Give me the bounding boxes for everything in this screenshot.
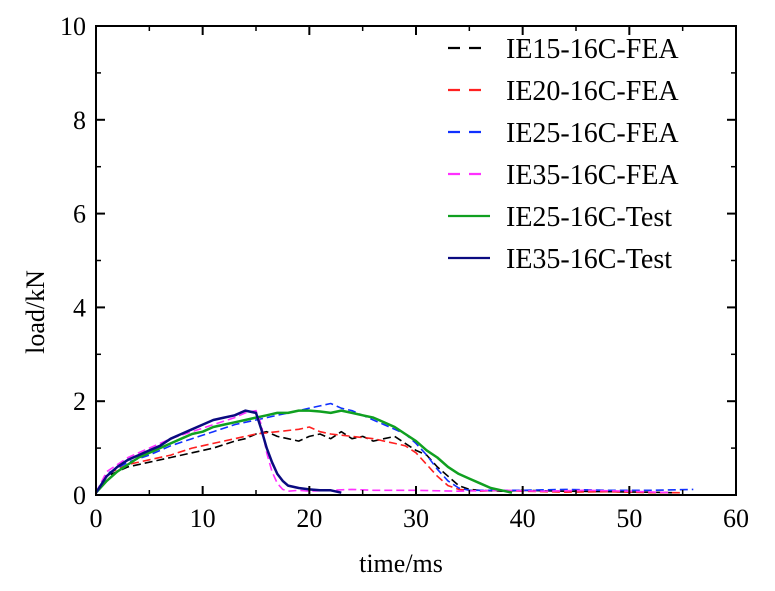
legend-label-6: IE35-16C-Test: [506, 244, 672, 275]
y-tick-label: 10: [60, 12, 86, 41]
y-axis-label: load/kN: [21, 270, 50, 354]
legend-label-2: IE20-16C-FEA: [506, 76, 679, 107]
x-tick-label: 0: [90, 504, 103, 533]
x-tick-label: 60: [723, 504, 749, 533]
y-tick-label: 6: [73, 200, 86, 229]
legend: IE15-16C-FEA IE20-16C-FEA IE25-16C-FEA IE35…: [448, 34, 679, 275]
series-layer: [96, 402, 694, 494]
series-line-5: [96, 409, 513, 494]
x-axis-label: time/ms: [359, 549, 443, 578]
x-axis: 0 10 20 30 40 50 60: [90, 26, 749, 533]
x-tick-label: 20: [296, 504, 322, 533]
legend-label-5: IE25-16C-Test: [506, 202, 672, 233]
legend-label-3: IE25-16C-FEA: [506, 118, 679, 149]
x-tick-label: 40: [510, 504, 536, 533]
y-axis: 0 2 4 6 8 10: [60, 12, 736, 510]
x-tick-label: 50: [616, 504, 642, 533]
y-tick-label: 0: [73, 481, 86, 510]
series-line-4: [96, 409, 673, 494]
x-tick-label: 10: [190, 504, 216, 533]
y-tick-label: 2: [73, 387, 86, 416]
series-line-3: [96, 402, 694, 494]
legend-label-4: IE35-16C-FEA: [506, 160, 679, 191]
y-tick-label: 8: [73, 106, 86, 135]
x-tick-label: 30: [403, 504, 429, 533]
y-tick-label: 4: [73, 293, 86, 322]
legend-label-1: IE15-16C-FEA: [506, 34, 679, 65]
series-line-2: [96, 426, 683, 494]
series-line-6: [96, 409, 342, 494]
